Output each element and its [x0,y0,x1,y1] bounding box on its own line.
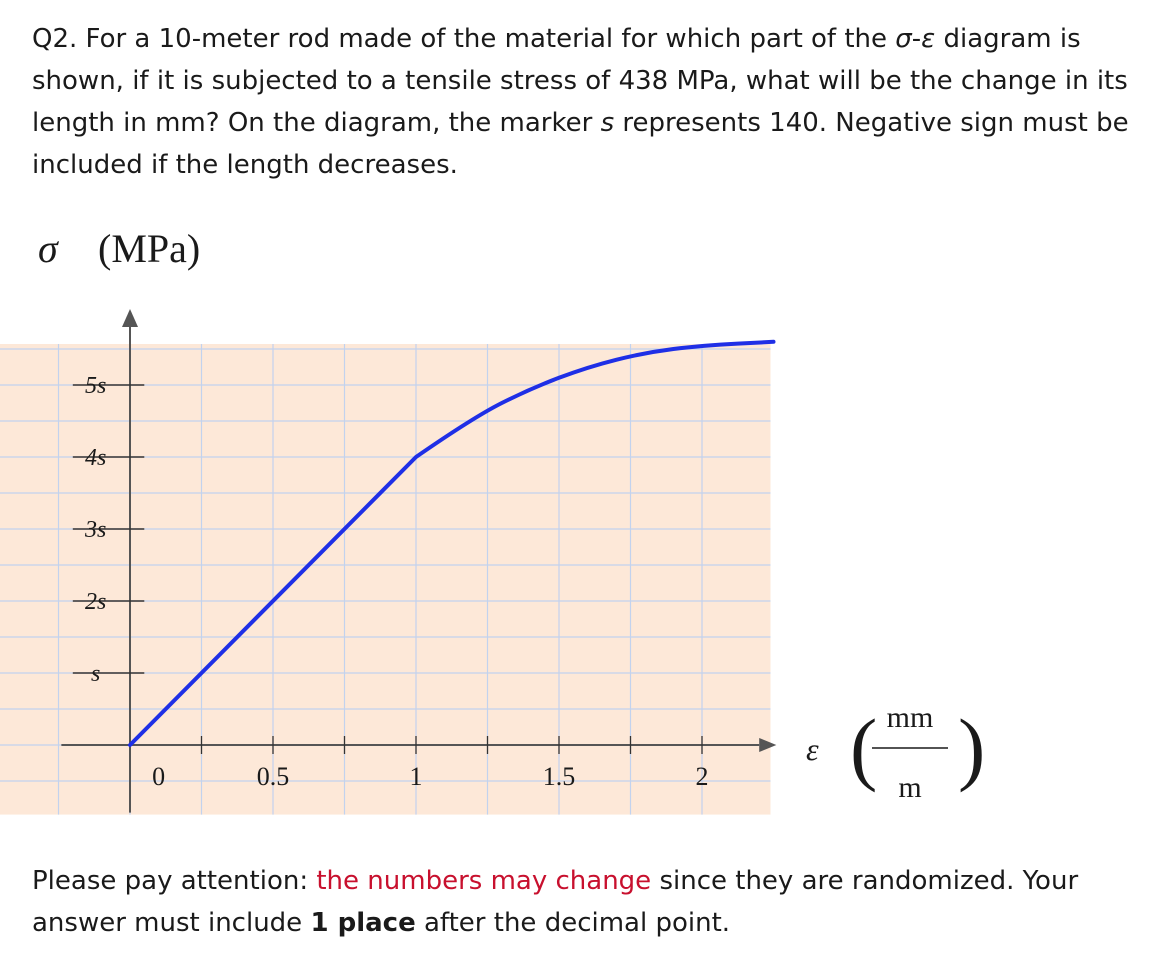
y-axis-arrowhead [122,309,138,327]
x-axis-unit-right-paren: ) [958,702,985,793]
axes [61,309,777,813]
bold-precision: 1 place [310,908,416,938]
plot-background [0,344,771,815]
randomization-note: Please pay attention: the numbers may ch… [32,866,1079,938]
y-tick-label: 3s [84,517,106,543]
x-tick-label: 1.5 [543,762,576,791]
curve-group [128,339,776,747]
y-tick-label: s [91,661,100,687]
x-tick-label: 1 [410,762,423,791]
x-axis-symbol: ε [806,731,819,767]
x-axis-arrowhead [759,738,777,752]
y-tick-label: 5s [85,373,106,399]
highlighted-warning: the numbers may change [316,866,652,896]
y-axis-symbol: σ [38,226,59,271]
question-text: Q2. For a 10-meter rod made of the mater… [32,24,1129,180]
epsilon-symbol: ε [921,24,936,54]
y-axis-unit: (MPa) [98,226,200,271]
x-tick-label: 2 [696,762,709,791]
plot-area [0,344,771,815]
x-axis-unit-numerator: mm [887,701,934,734]
y-tick-label: 2s [85,589,106,615]
marker-s-symbol: s [600,108,615,138]
sigma-symbol: σ [895,24,912,54]
x-axis-unit-denominator: m [898,771,921,804]
axis-ticks: s 2s 3s 4s 5s 0 0.5 1 1.5 2 [72,373,709,791]
stress-strain-curve [128,339,776,747]
x-tick-label: 0.5 [257,762,290,791]
y-tick-label: 4s [85,445,106,471]
x-tick-label: 0 [152,762,165,791]
